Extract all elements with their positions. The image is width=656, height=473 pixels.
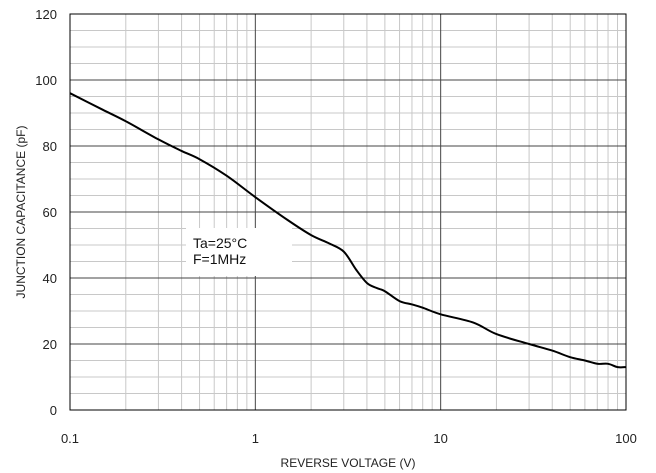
x-tick-label: 10 [433, 431, 447, 446]
y-tick-label: 120 [35, 7, 57, 22]
y-tick-label: 80 [43, 139, 57, 154]
x-tick-label: 100 [615, 431, 637, 446]
y-tick-label: 0 [50, 403, 57, 418]
x-tick-label: 0.1 [61, 431, 79, 446]
annotation-background [186, 228, 292, 276]
y-tick-label: 60 [43, 205, 57, 220]
y-tick-label: 40 [43, 271, 57, 286]
y-tick-label: 20 [43, 337, 57, 352]
y-tick-label: 100 [35, 73, 57, 88]
annotation-frequency: F=1MHz [193, 251, 246, 267]
x-axis-title: REVERSE VOLTAGE (V) [281, 456, 416, 470]
series-line [69, 92, 627, 369]
capacitance-curve [69, 92, 627, 369]
y-tick-labels: 0 20 40 60 80 100 120 [35, 7, 57, 418]
x-tick-label: 1 [252, 431, 259, 446]
major-gridlines [69, 13, 627, 411]
x-tick-labels: 0.1 1 10 100 [61, 431, 637, 446]
annotation-temperature: Ta=25°C [193, 235, 247, 251]
y-axis-title: JUNCTION CAPACITANCE (pF) [14, 126, 28, 299]
plot-frame [69, 13, 627, 411]
